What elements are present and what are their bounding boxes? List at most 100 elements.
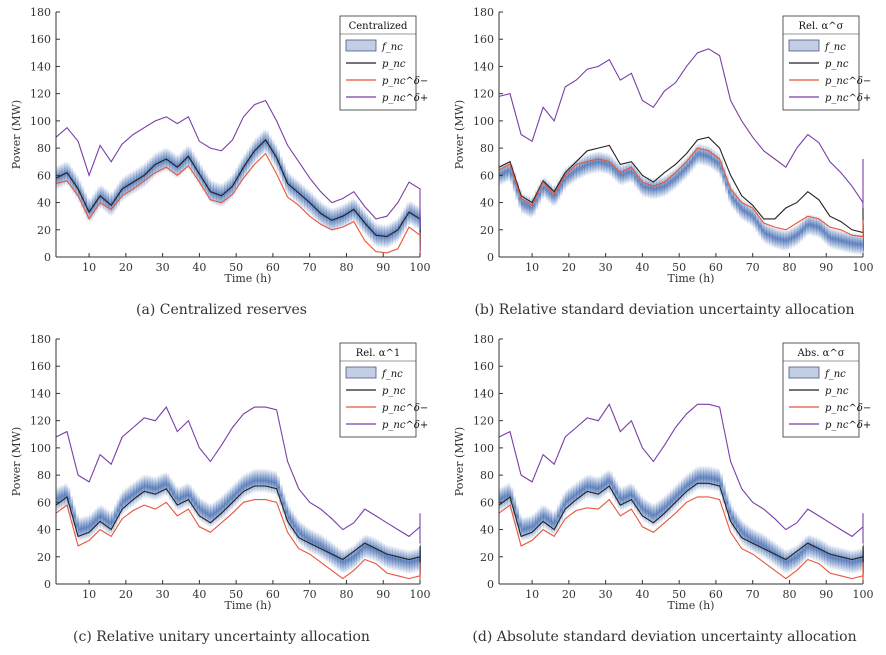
band-segment <box>634 487 638 513</box>
band-segment <box>802 537 806 563</box>
band-segment <box>326 538 330 564</box>
band-segment <box>403 548 407 574</box>
band-segment <box>381 541 385 567</box>
legend-entry-label: p_nc^δ+ <box>382 420 428 431</box>
band-segment <box>191 487 195 513</box>
band-segment <box>612 475 616 500</box>
legend-entry-label: p_nc^δ− <box>825 403 871 414</box>
band-segment <box>708 465 712 491</box>
band-segment <box>155 475 159 501</box>
x-tick-label: 40 <box>635 588 649 601</box>
band-segment <box>725 173 729 195</box>
band-segment <box>373 537 377 562</box>
band-segment <box>523 193 528 216</box>
band-segment <box>260 468 264 493</box>
band-segment <box>672 486 677 511</box>
band-segment <box>733 189 737 212</box>
band-segment <box>521 192 525 215</box>
legend-swatch-f-nc <box>788 366 820 379</box>
band-segment <box>705 465 710 491</box>
y-tick-label: 160 <box>473 33 494 46</box>
band-segment <box>595 476 599 501</box>
band-segment <box>669 170 674 193</box>
band-segment <box>681 477 685 503</box>
y-tick-label: 0 <box>487 578 494 591</box>
band-segment <box>785 549 790 574</box>
y-tick-label: 0 <box>44 251 51 264</box>
band-segment <box>61 483 65 509</box>
band-segment <box>645 499 649 524</box>
y-tick-label: 40 <box>480 197 494 210</box>
x-tick-label: 60 <box>266 261 280 274</box>
band-segment <box>512 171 517 194</box>
band-segment <box>667 491 671 516</box>
band-segment <box>323 536 327 562</box>
band-segment <box>254 468 258 493</box>
band-segment <box>149 475 154 500</box>
band-segment <box>716 152 721 175</box>
x-tick-label: 20 <box>119 588 133 601</box>
x-tick-label: 10 <box>525 261 539 274</box>
band-segment <box>540 505 544 530</box>
band-segment <box>108 510 112 536</box>
band-segment <box>83 515 87 541</box>
band-segment <box>694 144 699 167</box>
band-segment <box>783 229 787 252</box>
band-segment <box>595 151 599 173</box>
band-segment <box>116 498 121 523</box>
band-segment <box>628 160 632 183</box>
band-f-nc <box>56 129 421 256</box>
band-segment <box>636 169 641 192</box>
y-tick-label: 20 <box>37 224 51 237</box>
band-segment <box>840 547 845 573</box>
band-segment <box>647 177 652 199</box>
band-segment <box>188 483 192 509</box>
band-segment <box>794 225 798 247</box>
x-tick-label: 60 <box>709 588 723 601</box>
band-segment <box>251 468 256 494</box>
band-segment <box>590 152 594 175</box>
band-segment <box>769 225 773 247</box>
band-segment <box>736 193 740 216</box>
band-segment <box>758 531 762 557</box>
band-segment <box>257 468 261 493</box>
band-segment <box>411 548 416 574</box>
band-segment <box>774 227 779 250</box>
band-segment <box>169 477 173 502</box>
band-segment <box>111 509 115 534</box>
band-segment <box>507 482 511 508</box>
band-segment <box>526 195 530 217</box>
band-segment <box>857 233 861 256</box>
band-segment <box>91 510 96 535</box>
band-segment <box>177 486 181 512</box>
band-segment <box>606 469 610 494</box>
band-segment <box>78 516 82 542</box>
band-segment <box>763 222 768 245</box>
band-segment <box>716 467 721 493</box>
band-segment <box>312 530 316 555</box>
band-segment <box>182 483 187 509</box>
legend-entry-label: f_nc <box>824 369 846 380</box>
band-segment <box>348 546 352 572</box>
band-segment <box>863 230 864 252</box>
band-segment <box>529 196 533 219</box>
band-segment <box>276 475 280 500</box>
band-segment <box>650 502 655 528</box>
band-segment <box>282 491 286 516</box>
band-segment <box>854 233 859 255</box>
band-segment <box>265 468 269 494</box>
y-tick-label: 80 <box>37 142 51 155</box>
band-segment <box>603 152 608 175</box>
x-axis-label: Time (h) <box>225 599 272 612</box>
band-segment <box>537 183 541 206</box>
x-tick-label: 40 <box>192 588 206 601</box>
y-axis-label: Power (MW) <box>453 100 466 169</box>
band-segment <box>631 483 635 509</box>
chart-b-caption: (b) Relative standard deviation uncertai… <box>474 302 855 318</box>
legend: Rel. α^1 f_nc p_nc p_nc^δ− p_nc^δ+ <box>339 342 428 438</box>
band-segment <box>408 549 413 575</box>
band-segment <box>240 475 245 500</box>
band-segment <box>548 182 552 204</box>
band-segment <box>64 482 68 508</box>
x-tick-label: 60 <box>266 588 280 601</box>
